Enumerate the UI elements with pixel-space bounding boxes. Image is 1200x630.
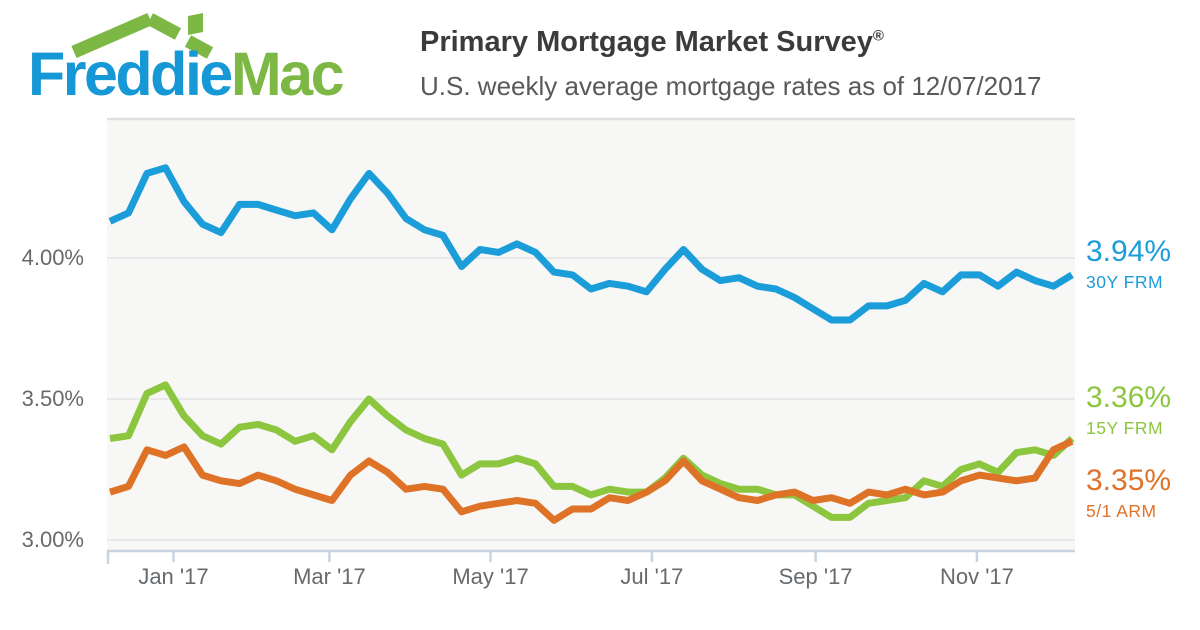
annotation-30y-label: 30Y FRM [1086,272,1164,292]
annotation-arm-label: 5/1 ARM [1086,501,1157,521]
x-axis-label: Nov '17 [939,564,1014,589]
roof-chimney-icon [71,13,214,59]
registered-trademark: ® [872,27,884,45]
annotation-30y-value: 3.94% [1086,235,1172,268]
y-axis-label: 3.50% [21,386,84,411]
annotation-15y-label: 15Y FRM [1086,418,1164,438]
header-title-block: Primary Mortgage Market Survey® U.S. wee… [420,26,1041,102]
annotation-arm-value: 3.35% [1086,464,1172,497]
y-axis-label: 4.00% [21,245,84,270]
logo-wordmark: FreddieMac [28,44,345,105]
annotation-15y-value: 3.36% [1086,381,1172,414]
x-axis-label: May '17 [452,564,529,589]
annotation-30y-frm: 3.94% 30Y FRM [1086,237,1171,292]
annotation-5-1-arm: 3.35% 5/1 ARM [1086,466,1171,521]
x-axis-label: Sep '17 [778,564,853,589]
annotation-15y-frm: 3.36% 15Y FRM [1086,383,1171,438]
logo-freddie: Freddie [28,40,233,108]
x-axis-label: Jul '17 [620,564,684,589]
logo-mac: Mac [230,40,345,108]
page-title: Primary Mortgage Market Survey® [420,26,884,58]
x-axis-label: Mar '17 [293,564,366,589]
page-subtitle: U.S. weekly average mortgage rates as of… [420,71,1042,102]
y-axis-label: 3.00% [21,527,84,552]
x-axis-label: Jan '17 [138,564,209,589]
